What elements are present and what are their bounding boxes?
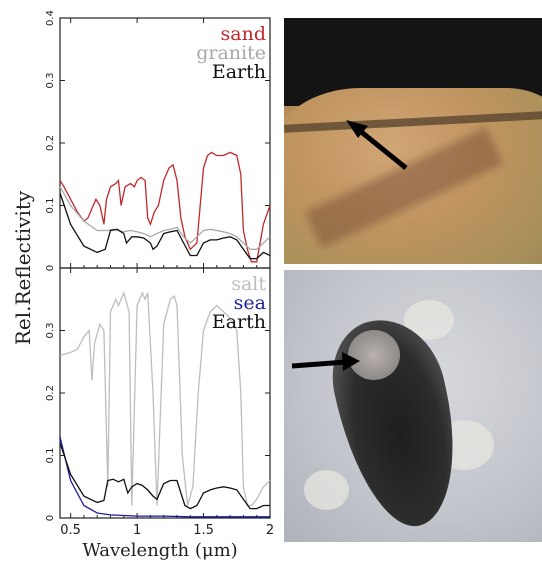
rock-photo <box>284 18 542 264</box>
x-tick-label: 1.5 <box>193 523 214 538</box>
cavity-lit-spot <box>348 330 400 380</box>
y-axis-label: Rel.Reflectivity <box>11 190 35 345</box>
series-line-Earth <box>59 192 271 260</box>
y-tick-label: 0.1 <box>45 198 56 214</box>
y-tick-label: 0.2 <box>45 385 56 401</box>
x-axis-label: Wavelength (μm) <box>82 540 237 561</box>
y-tick-label: 0 <box>45 515 56 521</box>
salt-patch <box>304 470 349 510</box>
y-tick-label: 0.4 <box>45 10 56 26</box>
x-tick-label: 0.5 <box>60 523 81 538</box>
x-tick-label: 2 <box>266 523 274 538</box>
legend-entry-Earth: Earth <box>212 61 266 83</box>
legend-entry-salt: salt <box>231 273 266 295</box>
arrow-icon <box>346 120 408 170</box>
legend-entry-sand: sand <box>221 23 266 45</box>
y-tick-label: 0.3 <box>45 73 56 89</box>
y-tick-label: 0.1 <box>45 448 56 464</box>
series-line-salt <box>59 291 271 507</box>
arrow-icon <box>291 352 360 371</box>
x-tick-label: 1 <box>133 523 141 538</box>
legend-entry-Earth: Earth <box>212 311 266 333</box>
legend-entry-granite: granite <box>196 42 266 64</box>
y-tick-label: 0.3 <box>45 323 56 339</box>
series-line-sand <box>59 151 271 263</box>
salt-crust-photo <box>284 270 542 542</box>
y-tick-label: 0 <box>45 265 56 271</box>
y-tick-label: 0.2 <box>45 135 56 151</box>
series-line-granite <box>59 186 271 250</box>
series-line-Earth <box>59 442 270 510</box>
series-line-sea <box>59 436 270 518</box>
legend-entry-sea: sea <box>234 292 266 314</box>
